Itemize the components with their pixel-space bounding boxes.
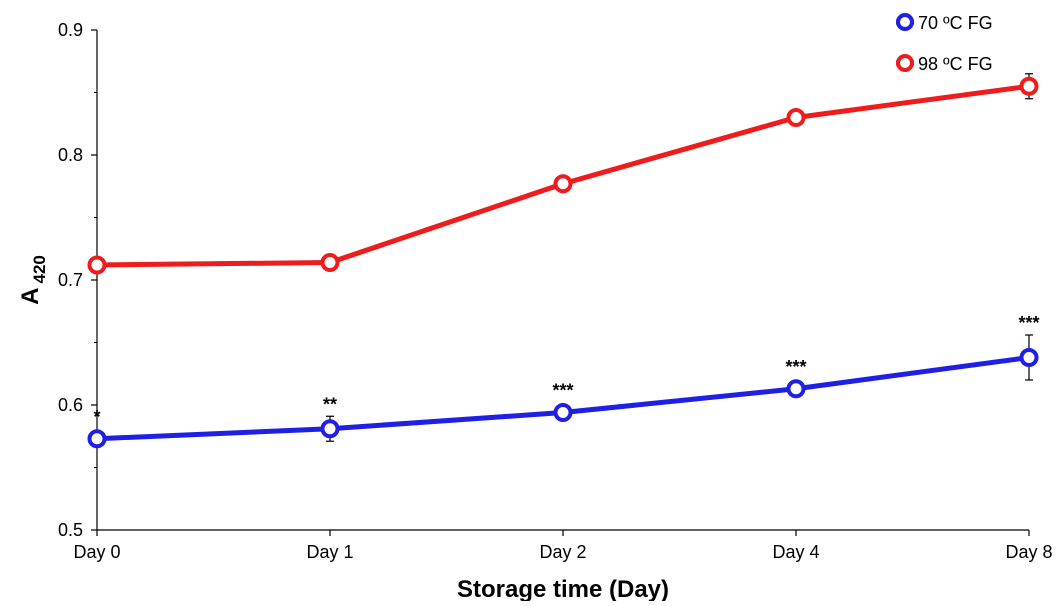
data-point bbox=[553, 403, 573, 422]
y-tick-label: 0.5 bbox=[58, 520, 83, 540]
legend: 70 ºC FG 98 ºC FG bbox=[896, 13, 993, 74]
data-point bbox=[1019, 76, 1039, 96]
data-point bbox=[87, 255, 107, 275]
data-point bbox=[320, 253, 340, 272]
y-axis-title: A 420 bbox=[17, 255, 49, 305]
legend-label: 98 ºC FG bbox=[918, 54, 993, 74]
y-ticks: 0.5 0.6 0.7 0.8 0.9 bbox=[58, 20, 97, 540]
significance-annotations: ************ bbox=[93, 313, 1039, 427]
x-tick-label: Day 2 bbox=[539, 542, 586, 562]
significance-label: ** bbox=[323, 394, 337, 414]
legend-item: 70 ºC FG bbox=[896, 13, 993, 33]
data-point bbox=[320, 419, 340, 439]
svg-text:A420: A 420 bbox=[17, 255, 49, 305]
y-axis-title-subscript: 420 bbox=[30, 255, 49, 283]
data-point bbox=[87, 429, 107, 449]
x-tick-label: Day 8 bbox=[1005, 542, 1052, 562]
significance-label: *** bbox=[552, 381, 573, 401]
significance-label: *** bbox=[1018, 313, 1039, 333]
legend-label: 70 ºC FG bbox=[918, 13, 993, 33]
data-point bbox=[786, 108, 806, 127]
y-tick-label: 0.6 bbox=[58, 395, 83, 415]
legend-item: 98 ºC FG bbox=[896, 54, 993, 74]
x-tick-label: Day 0 bbox=[73, 542, 120, 562]
data-point bbox=[786, 379, 806, 399]
series-layer bbox=[87, 73, 1039, 449]
series-group bbox=[87, 334, 1039, 449]
y-tick-label: 0.9 bbox=[58, 20, 83, 40]
x-axis-title: Storage time (Day) bbox=[457, 576, 669, 601]
y-tick-label: 0.7 bbox=[58, 270, 83, 290]
significance-label: * bbox=[93, 407, 100, 427]
x-ticks: Day 0 Day 1 Day 2 Day 4 Day 8 bbox=[73, 530, 1053, 562]
y-tick-label: 0.8 bbox=[58, 145, 83, 165]
data-point bbox=[553, 174, 573, 194]
y-axis-title-main: A bbox=[17, 288, 44, 305]
x-tick-label: Day 1 bbox=[306, 542, 353, 562]
x-tick-label: Day 4 bbox=[772, 542, 819, 562]
series-group bbox=[87, 73, 1039, 275]
data-point bbox=[1019, 348, 1039, 367]
legend-swatch-marker bbox=[896, 54, 914, 72]
legend-swatch-marker bbox=[896, 13, 914, 31]
significance-label: *** bbox=[785, 357, 806, 377]
